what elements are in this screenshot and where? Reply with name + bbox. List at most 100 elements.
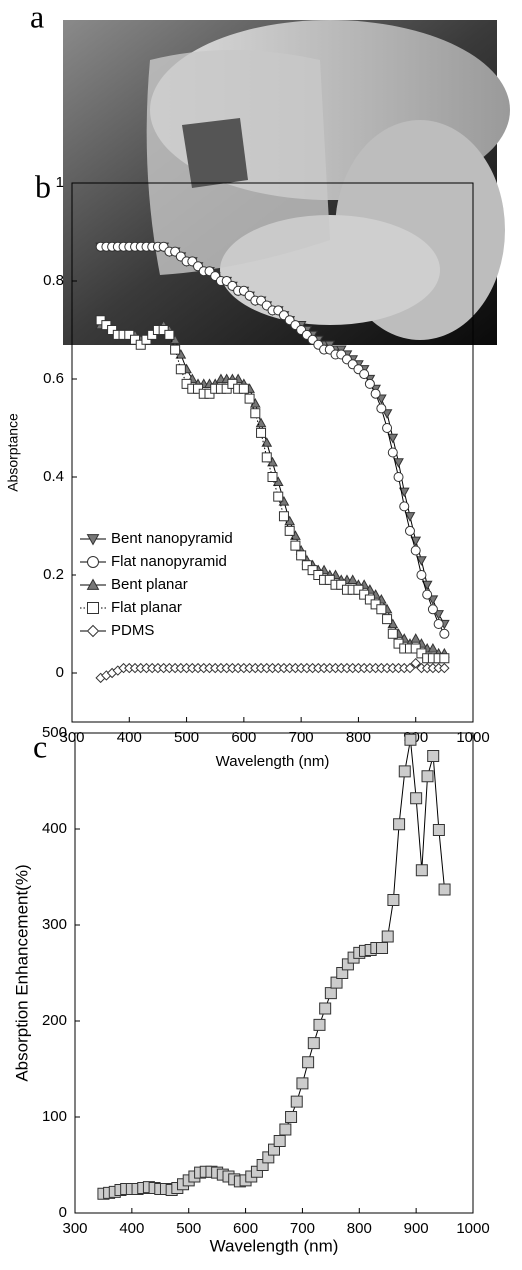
data-point xyxy=(432,823,445,836)
data-point xyxy=(398,765,411,778)
x-tick-label: 700 xyxy=(289,729,314,746)
data-point xyxy=(404,525,415,536)
data-point xyxy=(347,574,359,584)
data-point xyxy=(296,1077,309,1090)
data-point xyxy=(427,642,439,653)
legend-label: PDMS xyxy=(111,622,154,639)
legend-label: Flat planar xyxy=(111,599,182,616)
data-point xyxy=(427,604,438,615)
y-tick-label: 0 xyxy=(56,664,64,681)
data-point xyxy=(164,329,175,340)
data-point xyxy=(324,987,337,1000)
y-tick-label: 0.6 xyxy=(43,370,64,387)
data-point xyxy=(410,657,421,669)
x-tick-label: 900 xyxy=(404,1220,429,1237)
panel-label: b xyxy=(35,168,51,204)
data-point xyxy=(416,556,427,566)
y-axis-label: Absorption Enhancement(%) xyxy=(12,864,31,1081)
panel-label: a xyxy=(30,0,44,34)
data-point xyxy=(376,942,389,955)
data-point xyxy=(244,393,255,404)
x-tick-label: 400 xyxy=(117,729,142,746)
data-point xyxy=(410,633,422,643)
data-point xyxy=(439,628,450,639)
data-point xyxy=(238,383,249,394)
data-point xyxy=(387,447,398,458)
data-point xyxy=(439,653,450,664)
data-point xyxy=(381,930,394,943)
y-tick-label: 300 xyxy=(42,916,67,933)
data-point xyxy=(319,1002,332,1015)
data-point xyxy=(250,408,261,419)
data-point xyxy=(416,570,427,580)
x-tick-label: 500 xyxy=(176,1220,201,1237)
y-tick-label: 0.8 xyxy=(43,272,64,289)
data-point xyxy=(387,628,398,639)
data-point xyxy=(284,525,295,536)
x-tick-label: 800 xyxy=(346,729,371,746)
legend-marker xyxy=(86,556,100,568)
data-point xyxy=(376,403,387,414)
data-point xyxy=(267,472,278,482)
data-point xyxy=(256,427,267,438)
legend-label: Bent nanopyramid xyxy=(111,530,233,547)
legend-label: Bent planar xyxy=(111,576,188,593)
data-point xyxy=(313,1018,326,1031)
data-point xyxy=(273,1135,286,1147)
x-tick-label: 300 xyxy=(62,1220,87,1237)
legend-label: Flat nanopyramid xyxy=(111,553,227,570)
data-point xyxy=(398,487,410,498)
data-point xyxy=(393,458,404,468)
data-point xyxy=(404,733,417,746)
x-tick-label: 600 xyxy=(233,1220,258,1237)
x-axis-label: Wavelength (nm) xyxy=(210,1236,339,1255)
plot-frame xyxy=(74,732,474,1214)
data-point xyxy=(307,1037,320,1050)
data-point xyxy=(382,614,393,625)
x-tick-label: 500 xyxy=(174,729,199,746)
y-tick-label: 100 xyxy=(42,1108,67,1125)
data-point xyxy=(255,417,267,428)
data-point xyxy=(261,437,273,447)
series-line xyxy=(103,739,446,1195)
x-axis-label: Wavelength (nm) xyxy=(216,753,330,770)
y-tick-label: 0.4 xyxy=(43,468,64,485)
legend-marker xyxy=(86,578,100,590)
y-tick-label: 200 xyxy=(42,1012,67,1029)
y-tick-label: 500 xyxy=(42,724,67,741)
legend-marker xyxy=(87,602,99,614)
data-point xyxy=(302,1056,315,1069)
data-point xyxy=(387,894,400,907)
data-point xyxy=(359,369,370,380)
data-point xyxy=(364,378,375,389)
data-point xyxy=(393,818,406,831)
data-point xyxy=(404,662,416,674)
y-tick-label: 400 xyxy=(42,820,67,837)
data-point xyxy=(290,1095,303,1108)
data-point xyxy=(410,545,421,556)
data-point xyxy=(415,864,428,877)
data-point xyxy=(433,619,444,629)
data-point xyxy=(279,1123,292,1136)
data-point xyxy=(273,491,284,502)
data-point xyxy=(387,433,399,444)
x-tick-label: 700 xyxy=(290,1220,315,1237)
x-tick-label: 600 xyxy=(231,729,256,746)
data-point xyxy=(278,511,289,522)
data-point xyxy=(410,792,423,805)
x-tick-label: 400 xyxy=(119,1220,144,1237)
panel-label: c xyxy=(33,728,47,764)
data-point xyxy=(376,604,387,615)
data-point xyxy=(175,364,186,375)
data-point xyxy=(439,662,450,674)
data-point xyxy=(370,388,381,399)
data-point xyxy=(427,750,440,763)
data-point xyxy=(285,1111,298,1123)
data-point xyxy=(399,501,410,512)
legend-marker xyxy=(86,624,100,638)
data-point xyxy=(421,770,434,783)
y-tick-label: 1 xyxy=(56,174,64,191)
x-tick-label: 1000 xyxy=(456,1220,489,1237)
data-point xyxy=(393,472,404,482)
